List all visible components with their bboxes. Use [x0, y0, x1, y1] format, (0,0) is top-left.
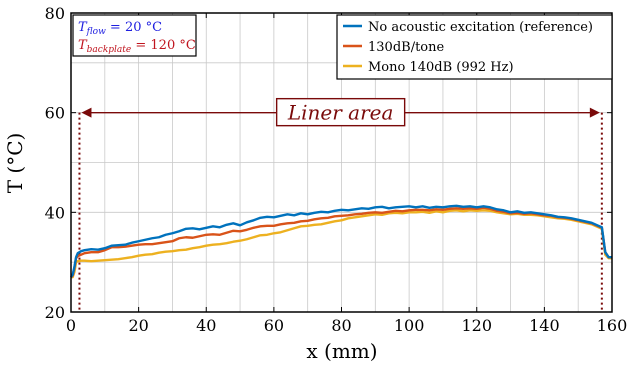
liner-arrowhead-right	[589, 107, 600, 118]
legend-label-mono140: Mono 140dB (992 Hz)	[368, 60, 514, 75]
liner-label-box	[275, 97, 406, 127]
x-tick-label: 0	[66, 316, 76, 335]
info-box: Tflow = 20 °C Tbackplate = 120 °C	[72, 14, 197, 57]
info-box-frame	[72, 14, 197, 57]
series-line-reference	[70, 204, 612, 278]
x-tick-label: 60	[264, 316, 284, 335]
liner-arrowhead-left	[81, 107, 92, 118]
x-tick-label: 20	[128, 316, 148, 335]
info-backplate: Tbackplate = 120 °C	[78, 38, 196, 55]
x-tick-label: 100	[394, 316, 425, 335]
liner-label: Liner area	[287, 101, 394, 125]
x-tick-label: 40	[196, 316, 216, 335]
info-flow: Tflow = 20 °C	[78, 20, 162, 37]
x-tick-label: 140	[529, 316, 560, 335]
legend-frame	[336, 14, 613, 80]
x-tick-label: 160	[597, 316, 628, 335]
legend: No acoustic excitation (reference) 130dB…	[336, 14, 613, 80]
info-backplate-value: = 120 °C	[131, 38, 196, 53]
y-axis-title: T (°C)	[3, 133, 27, 194]
info-flow-value: = 20 °C	[106, 20, 162, 35]
info-flow-var: T	[78, 20, 88, 35]
y-tick-label: 40	[45, 203, 65, 222]
x-axis-title: x (mm)	[306, 339, 377, 363]
series-layer	[70, 204, 612, 279]
y-tick-label: 80	[45, 4, 65, 23]
info-backplate-var: T	[78, 38, 88, 53]
liner-area-annotation: Liner area	[78, 97, 603, 312]
x-tick-label: 80	[331, 316, 351, 335]
series-line-mono140	[71, 209, 612, 279]
y-tick-label: 60	[45, 104, 65, 123]
y-tick-label: 20	[45, 303, 65, 322]
x-tick-label: 120	[461, 316, 492, 335]
legend-label-reference: No acoustic excitation (reference)	[368, 20, 593, 35]
info-flow-sub: flow	[86, 27, 106, 37]
info-backplate-sub: backplate	[87, 45, 132, 55]
legend-label-130db: 130dB/tone	[368, 40, 444, 55]
